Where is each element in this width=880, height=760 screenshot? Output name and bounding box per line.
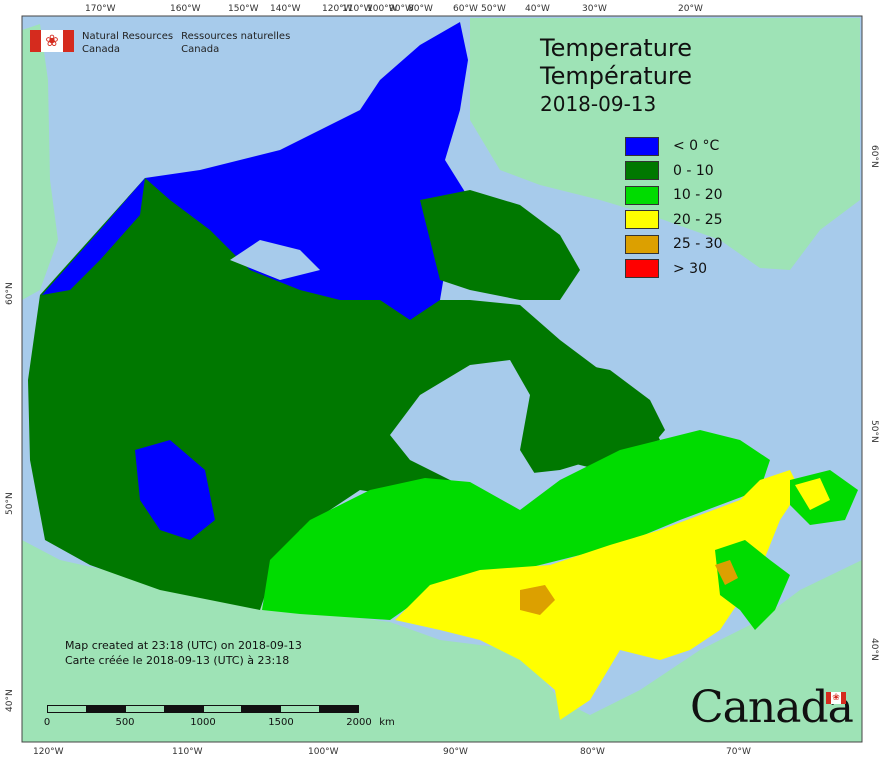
alaska-land: [22, 24, 58, 300]
patch-25-30-east: [715, 560, 738, 585]
scale-label: 500: [115, 717, 135, 728]
legend-item: 0 - 10: [625, 159, 723, 184]
scale-bar-graphic: [47, 705, 359, 713]
maritimes-land: [715, 540, 790, 630]
lon-label-bottom: 110°W: [172, 747, 203, 757]
creation-note-en: Map created at 23:18 (UTC) on 2018-09-13: [65, 639, 302, 652]
graticule-right-labels: 60°N 50°N 40°N: [869, 145, 879, 661]
lon-label-top: 60°W: [453, 4, 478, 14]
canada-flag-icon: ❀: [30, 30, 74, 52]
lon-label-bottom: 80°W: [580, 747, 605, 757]
baffin-island: [420, 190, 580, 300]
lon-label-top: 120°W: [322, 4, 353, 14]
creation-note: Map created at 23:18 (UTC) on 2018-09-13…: [65, 638, 302, 668]
scale-label: 0: [43, 717, 51, 728]
hudson-bay: [390, 360, 545, 510]
lon-label-bottom: 70°W: [726, 747, 751, 757]
lon-label-top: 100°W: [367, 4, 398, 14]
region-10-20: [262, 430, 770, 620]
region-below-0: [145, 22, 470, 320]
temperature-legend: < 0 °C 0 - 10 10 - 20 20 - 25 25 - 30 > 30: [625, 134, 723, 281]
department-signature: ❀ Natural Resources Canada Ressources na…: [30, 30, 290, 56]
graticule-left-labels: 60°N 50°N 40°N: [5, 282, 15, 712]
scale-unit: km: [379, 717, 395, 728]
title-french: Température: [540, 62, 693, 90]
canada-wordmark: Canada: [690, 682, 854, 733]
greenland-land: [470, 18, 860, 270]
department-name-en: Natural Resources Canada: [82, 31, 174, 55]
newfoundland-warm: [795, 478, 830, 510]
wordmark-flag-icon: ❀: [826, 692, 846, 704]
lon-label-bottom: 100°W: [308, 747, 339, 757]
legend-swatch: [625, 210, 659, 230]
graticule: [21, 15, 863, 743]
legend-label: 25 - 30: [673, 236, 723, 253]
lon-label-top: 140°W: [270, 4, 301, 14]
legend-swatch: [625, 234, 659, 254]
lon-label-top: 80°W: [408, 4, 433, 14]
legend-item: 20 - 25: [625, 208, 723, 233]
lon-label-top: 170°W: [85, 4, 116, 14]
lon-label-bottom: 120°W: [33, 747, 64, 757]
legend-label: < 0 °C: [673, 138, 720, 155]
legend-item: > 30: [625, 257, 723, 282]
creation-note-fr: Carte créée le 2018-09-13 (UTC) à 23:18: [65, 654, 290, 667]
graticule-top-labels: 170°W 160°W 150°W 140°W 120°W 110°W 100°…: [85, 4, 703, 14]
legend-swatch: [625, 259, 659, 279]
lon-label-top: 90°W: [389, 4, 414, 14]
legend-swatch: [625, 161, 659, 181]
legend-item: 25 - 30: [625, 232, 723, 257]
legend-swatch: [625, 136, 659, 156]
legend-item: < 0 °C: [625, 134, 723, 159]
legend-label: 20 - 25: [673, 211, 723, 228]
department-name-fr: Ressources naturelles Canada: [181, 31, 291, 55]
lon-label-top: 20°W: [678, 4, 703, 14]
legend-label: 10 - 20: [673, 187, 723, 204]
lat-label-left: 50°N: [5, 492, 15, 515]
arctic-channel: [230, 240, 320, 280]
lon-label-top: 50°W: [481, 4, 506, 14]
legend-label: 0 - 10: [673, 162, 714, 179]
lat-label-right: 50°N: [869, 420, 879, 443]
scale-label: 1000: [190, 717, 216, 728]
legend-swatch: [625, 185, 659, 205]
map-date: 2018-09-13: [540, 92, 657, 116]
rockies-cold: [135, 440, 215, 540]
lon-label-top: 30°W: [582, 4, 607, 14]
lat-label-left: 60°N: [5, 282, 15, 305]
lat-label-right: 40°N: [869, 638, 879, 661]
scale-bar: 0 500 1000 1500 2000 km: [43, 705, 395, 729]
lon-label-top: 150°W: [228, 4, 259, 14]
lat-label-left: 40°N: [5, 689, 15, 712]
region-20-25: [395, 470, 800, 720]
scale-label: 2000: [346, 717, 372, 728]
lon-label-bottom: 90°W: [443, 747, 468, 757]
usa-land: [22, 540, 862, 742]
scale-label: 1500: [268, 717, 294, 728]
legend-label: > 30: [673, 260, 707, 277]
lon-label-top: 40°W: [525, 4, 550, 14]
title-english: Temperature: [540, 34, 693, 62]
legend-item: 10 - 20: [625, 183, 723, 208]
patch-25-30-west: [520, 585, 555, 615]
map-title: Temperature Température 2018-09-13: [540, 34, 692, 118]
region-0-10-east: [520, 360, 665, 470]
lat-label-right: 60°N: [869, 145, 879, 168]
graticule-bottom-labels: 120°W 110°W 100°W 90°W 80°W 70°W: [33, 747, 751, 757]
lon-label-top: 160°W: [170, 4, 201, 14]
lon-label-top: 110°W: [342, 4, 373, 14]
